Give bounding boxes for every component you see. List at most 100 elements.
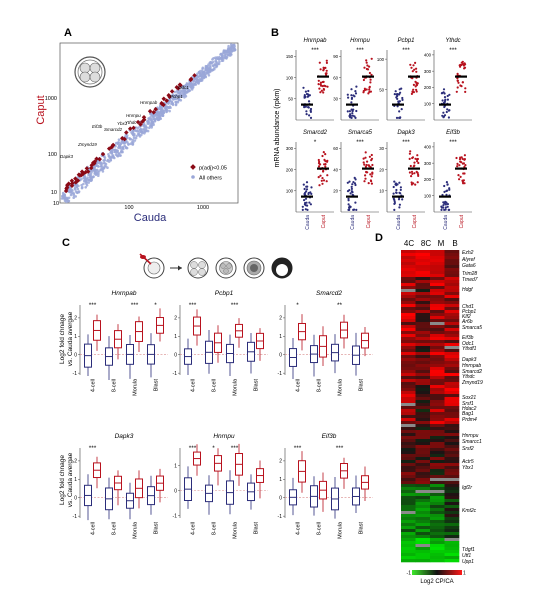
heatmap-gene-label: Klf2 xyxy=(462,314,471,320)
heatmap-cell xyxy=(415,472,431,476)
heatmap-cell xyxy=(415,343,431,347)
heatmap-cell xyxy=(401,433,416,437)
scatter-point xyxy=(147,122,151,125)
heatmap-cell xyxy=(430,496,445,500)
b-dot xyxy=(446,98,449,101)
injection-schematic xyxy=(139,253,293,279)
scatter-point xyxy=(146,120,149,123)
b-dot xyxy=(308,201,311,204)
c-ytick-label: 1 xyxy=(174,463,177,469)
b-dot xyxy=(346,110,349,113)
heatmap-cell xyxy=(430,526,445,530)
b-dot xyxy=(350,88,353,91)
heatmap-cell xyxy=(401,511,416,515)
scatter-point xyxy=(225,55,229,59)
b-dot xyxy=(464,63,467,66)
heatmap-cell xyxy=(444,319,460,323)
heatmap-cell xyxy=(401,280,416,284)
scatter-point xyxy=(129,142,132,146)
heatmap-cell xyxy=(415,268,431,272)
c-gene-title: Hnrnpab xyxy=(112,290,137,297)
scatter-point xyxy=(224,53,227,57)
heatmap-cell xyxy=(415,502,431,506)
b-dot xyxy=(393,93,396,96)
heatmap-cell xyxy=(401,541,416,545)
heatmap-cell xyxy=(444,433,460,437)
scatter-point xyxy=(101,170,105,173)
b-ytick-label: 400 xyxy=(424,53,432,58)
heatmap-cell xyxy=(444,250,460,254)
heatmap-cell xyxy=(430,547,445,551)
heatmap-cell xyxy=(444,424,460,428)
heatmap-cell xyxy=(401,535,416,539)
b-dot xyxy=(447,109,450,112)
heatmap-cell xyxy=(444,547,460,551)
heatmap-cell xyxy=(430,550,445,554)
heatmap-cell xyxy=(444,520,460,524)
b-dot xyxy=(401,98,404,101)
b-dot xyxy=(392,185,395,189)
heatmap-cell xyxy=(430,352,445,356)
b-dot xyxy=(350,101,353,104)
heatmap-cell xyxy=(401,487,416,491)
heatmap-cell xyxy=(415,295,431,299)
b-dot xyxy=(353,176,356,179)
heatmap-cell xyxy=(401,517,416,521)
heatmap-cell xyxy=(444,262,460,266)
heatmap-cell xyxy=(415,283,431,287)
c-subplot-eif3b: Eif3b -1 0 1 2 *** 4-cell 8-cell *** Morula Blast xyxy=(278,433,373,539)
heatmap-cell xyxy=(430,439,445,443)
b-dot xyxy=(399,186,402,189)
heatmap-cell xyxy=(415,529,431,533)
heatmap-cell xyxy=(430,283,445,287)
b-dot xyxy=(394,90,397,93)
scatter-point xyxy=(147,117,150,120)
heatmap-cell xyxy=(401,271,416,275)
b-dot xyxy=(303,187,306,191)
sig-point xyxy=(140,119,145,124)
heatmap-cell xyxy=(444,550,460,554)
heatmap-cell xyxy=(430,415,445,419)
scatter-point xyxy=(118,154,122,157)
scatter-point xyxy=(84,186,87,189)
b-ytick-label: 90 xyxy=(333,54,338,59)
heatmap-cell xyxy=(444,514,460,518)
b-dot xyxy=(366,64,369,67)
b-dot xyxy=(354,116,357,119)
scatter-point xyxy=(81,186,84,189)
b-dot xyxy=(322,66,325,69)
heatmap-cell xyxy=(415,301,431,305)
b-dot xyxy=(350,108,353,111)
b-dot xyxy=(398,203,401,206)
heatmap-cell xyxy=(415,559,431,563)
c-xcat-label: Blast xyxy=(154,522,160,535)
heatmap-cell xyxy=(401,364,416,368)
heatmap-cell xyxy=(401,400,416,404)
b-dot xyxy=(323,84,326,87)
b-dot xyxy=(349,192,352,195)
scatter-point xyxy=(117,138,121,141)
b-dot xyxy=(398,116,402,119)
heatmap-cell xyxy=(444,331,460,335)
heatmap-cell xyxy=(401,397,416,401)
heatmap-gene-label: Dapk3 xyxy=(462,357,477,363)
b-dot xyxy=(412,182,415,185)
b-dot xyxy=(354,90,357,93)
heatmap-cell xyxy=(401,406,416,410)
c-ylabel-line1: Log2 fold chnage xyxy=(59,455,66,505)
heatmap-gene-label: Trim28 xyxy=(462,271,477,277)
heatmap-gene-label: Ythdc xyxy=(462,374,475,380)
b-dot xyxy=(417,174,420,177)
scatter-point xyxy=(160,107,163,110)
heatmap-cell xyxy=(444,373,460,377)
b-dot xyxy=(309,203,312,206)
heatmap-cell xyxy=(430,391,445,395)
heatmap-cell xyxy=(401,550,416,554)
heatmap-gene-label: Hdgf xyxy=(462,287,473,293)
heatmap-cell xyxy=(401,277,416,281)
heatmap-gene-label: Ythdf1 xyxy=(462,346,477,352)
c-ytick-label: 0 xyxy=(279,353,282,359)
scatter-point xyxy=(151,121,155,124)
heatmap-cell xyxy=(430,277,445,281)
b-dot xyxy=(369,173,372,176)
